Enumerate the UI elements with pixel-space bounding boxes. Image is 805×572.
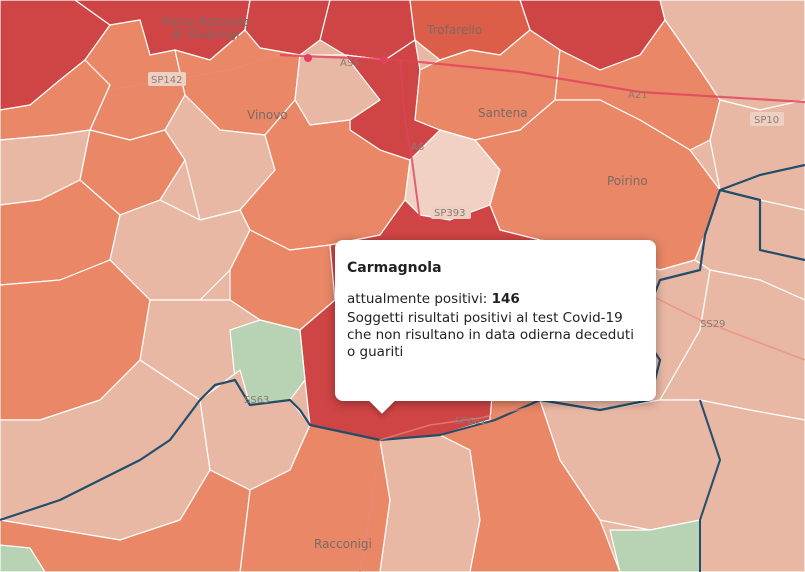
municipality-south-5[interactable] bbox=[699, 399, 805, 572]
road-junction bbox=[304, 54, 312, 62]
popup-description: Soggetti risultati positivi al test Covi… bbox=[347, 310, 634, 360]
road-label-bg bbox=[148, 72, 186, 86]
municipality-green-west[interactable] bbox=[0, 544, 46, 572]
road-labels: SP142 ASS A21 SP10 A6 SP393 SS29 SS63 SP… bbox=[148, 58, 784, 427]
road-label-ss63: SS63 bbox=[244, 395, 269, 406]
road-sp142 bbox=[109, 54, 281, 91]
road-label-bg bbox=[431, 205, 471, 219]
road-a21 bbox=[279, 53, 805, 104]
road-label-sp10: SP10 bbox=[754, 115, 779, 126]
province-boundary-east bbox=[719, 188, 805, 262]
road-label-ass: ASS bbox=[340, 58, 360, 69]
town-label-santena: Santena bbox=[478, 106, 528, 120]
road-label-ss29: SS29 bbox=[700, 319, 725, 330]
popup-positives: attualmente positivi: 146 bbox=[347, 290, 644, 308]
municipality-west-9[interactable] bbox=[0, 469, 251, 572]
town-labels: Trofarello Vinovo Santena Poirino Raccon… bbox=[162, 15, 648, 551]
town-label-vinovo: Vinovo bbox=[247, 108, 288, 122]
road-label-a21: A21 bbox=[628, 90, 648, 101]
park-label: Parco Naturale di Stupinigi bbox=[162, 15, 254, 41]
park-label-line-1: Parco Naturale bbox=[162, 15, 250, 29]
town-label-trofarello: Trofarello bbox=[426, 23, 482, 37]
province-boundary-south bbox=[699, 399, 721, 572]
road-south bbox=[359, 439, 381, 572]
road-label-sp661: SP661 bbox=[455, 416, 486, 427]
road-a6 bbox=[399, 59, 421, 221]
road-junction bbox=[380, 56, 388, 64]
road-label-sp393: SP393 bbox=[434, 208, 465, 219]
road-label-bg bbox=[750, 112, 784, 126]
municipality-south-2[interactable] bbox=[379, 434, 481, 572]
park-label-line-2: di Stupinigi bbox=[172, 27, 240, 41]
town-label-racconigi: Racconigi bbox=[314, 537, 372, 551]
popup-positives-value: 146 bbox=[491, 291, 520, 307]
road-label-a6: A6 bbox=[411, 142, 424, 153]
road-label-sp142: SP142 bbox=[151, 75, 182, 86]
info-popup: Carmagnola attualmente positivi: 146 Sog… bbox=[335, 240, 656, 401]
popup-positives-label: attualmente positivi: bbox=[347, 291, 488, 307]
popup-title: Carmagnola bbox=[347, 260, 442, 276]
town-label-poirino: Poirino bbox=[607, 174, 648, 188]
road-sp661 bbox=[379, 404, 541, 441]
